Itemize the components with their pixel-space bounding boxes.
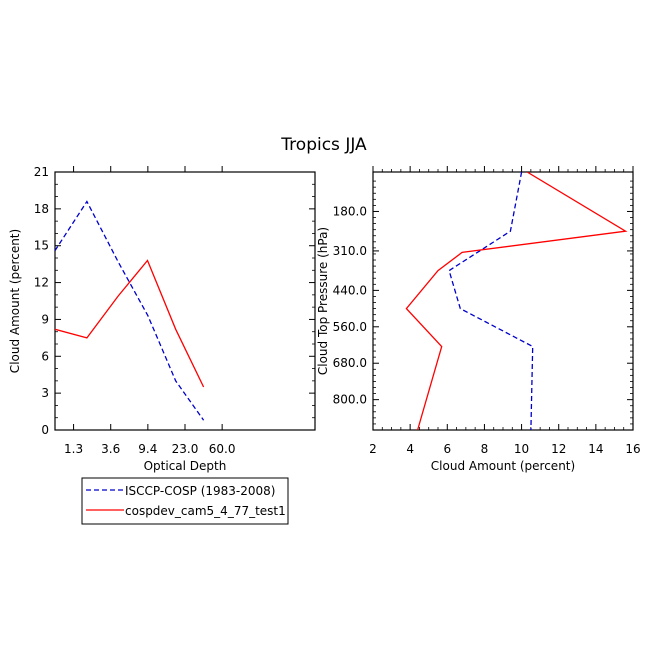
y-tick-label: 800.0 <box>333 393 367 407</box>
legend-label-cam5: cospdev_cam5_4_77_test1 <box>125 504 286 518</box>
y-tick-label: 6 <box>41 349 49 363</box>
x-tick-label: 14 <box>588 442 603 456</box>
pressure-panel: 2 4 6 8 10 12 14 16 180.0 310.0 440.0 560.0 680.0 800… <box>316 166 641 473</box>
x-tick-label: 16 <box>625 442 640 456</box>
y-axis-label: Cloud Top Pressure (hPa) <box>316 227 330 375</box>
series-line-cam5 <box>405 172 628 430</box>
x-tick-label: 6 <box>443 442 451 456</box>
x-tick-label: 4 <box>406 442 414 456</box>
x-axis-label: Optical Depth <box>144 459 227 473</box>
x-tick-label: 23.0 <box>172 442 199 456</box>
y-tick-label: 440.0 <box>333 283 367 297</box>
x-tick-label: 60.0 <box>209 442 236 456</box>
y-tick-label: 21 <box>34 165 49 179</box>
y-tick-label: 18 <box>34 202 49 216</box>
y-tick-label: 680.0 <box>333 356 367 370</box>
x-tick-label: 1.3 <box>64 442 83 456</box>
series-line-isccp <box>448 172 534 430</box>
x-tick-label: 8 <box>481 442 489 456</box>
legend-label-isccp: ISCCP-COSP (1983-2008) <box>125 484 275 498</box>
x-tick-label: 2 <box>369 442 377 456</box>
y-tick-label: 0 <box>41 423 49 437</box>
x-tick-label: 9.4 <box>138 442 157 456</box>
y-tick-label: 12 <box>34 276 49 290</box>
y-tick-label: 15 <box>34 239 49 253</box>
x-axis-label: Cloud Amount (percent) <box>431 459 575 473</box>
legend-box <box>81 477 289 525</box>
y-axis-label: Cloud Amount (percent) <box>8 229 22 373</box>
series-line-cam5 <box>55 259 205 388</box>
plot-frame <box>54 171 316 431</box>
x-tick-label: 12 <box>551 442 566 456</box>
y-tick-label: 9 <box>41 312 49 326</box>
y-tick-label: 180.0 <box>333 204 367 218</box>
optical-depth-panel: 1.3 3.6 9.4 23.0 60.0 0 3 6 9 12 15 18 21 Optical Dep… <box>8 165 316 473</box>
y-tick-label: 560.0 <box>333 320 367 334</box>
series-line-isccp <box>55 200 205 421</box>
y-tick-label: 310.0 <box>333 244 367 258</box>
x-tick-label: 3.6 <box>101 442 120 456</box>
legend: ISCCP-COSP (1983-2008) cospdev_cam5_4_77… <box>81 477 289 525</box>
x-tick-label: 10 <box>514 442 529 456</box>
y-tick-label: 3 <box>41 386 49 400</box>
chart-title: Tropics JJA <box>280 135 367 155</box>
